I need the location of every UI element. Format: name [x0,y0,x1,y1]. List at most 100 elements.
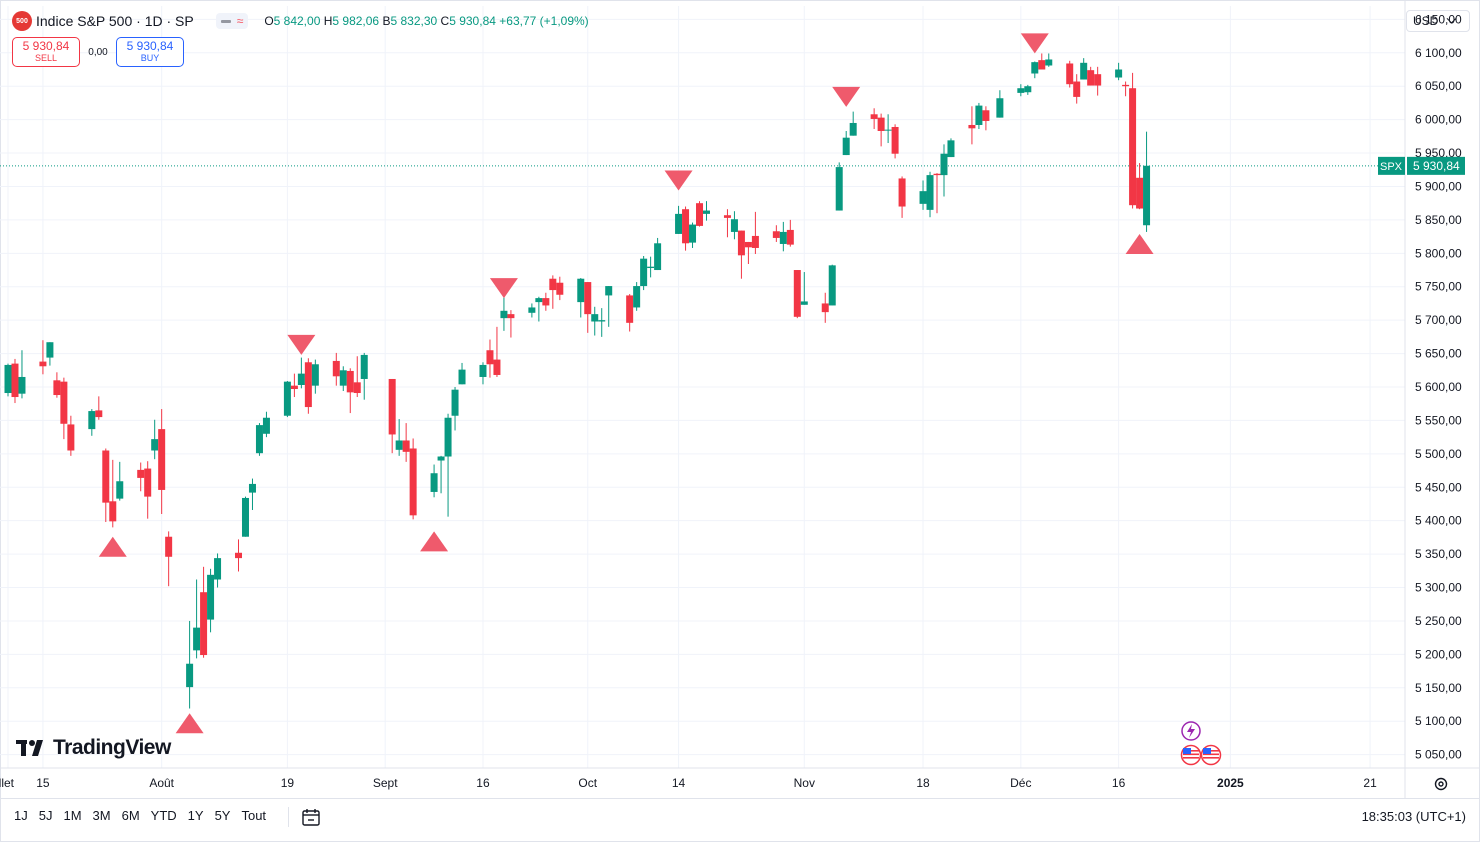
candle-body[interactable] [926,175,934,210]
candle-body[interactable] [933,173,941,176]
candle-body[interactable] [283,381,291,416]
candle-body[interactable] [235,552,243,559]
candle-body[interactable] [11,363,19,398]
signal-down-triangle[interactable] [489,278,518,299]
candle-body[interactable] [968,124,976,129]
candle-body[interactable] [751,235,759,248]
candle-body[interactable] [640,258,648,287]
candle-body[interactable] [500,310,508,319]
range-button-ytd[interactable]: YTD [150,808,177,823]
candle-body[interactable] [549,278,557,291]
candle-body[interactable] [444,417,452,457]
signal-down-triangle[interactable] [664,170,693,191]
symbol-title[interactable]: Indice S&P 500 · 1D · SP [36,13,194,29]
signal-up-triangle[interactable] [98,536,127,557]
range-button-5j[interactable]: 5J [38,808,53,823]
candle-body[interactable] [409,448,417,516]
candle-body[interactable] [786,229,794,245]
candle-body[interactable] [793,270,801,317]
candle-body[interactable] [479,364,487,377]
candle-body[interactable] [877,117,885,131]
range-button-1m[interactable]: 1M [63,808,82,823]
candle-body[interactable] [200,592,208,656]
clock[interactable]: 18:35:03 (UTC+1) [1361,809,1466,824]
range-button-5y[interactable]: 5Y [214,808,231,823]
candle-body[interactable] [248,483,256,493]
candle-body[interactable] [339,370,347,386]
signal-up-triangle[interactable] [420,531,449,552]
candle-body[interactable] [577,278,585,303]
candle-body[interactable] [109,501,117,522]
candle-body[interactable] [332,360,340,377]
candle-body[interactable] [165,536,173,557]
candle-body[interactable] [835,167,843,211]
gear-icon[interactable] [1432,775,1450,793]
currency-select[interactable]: USD [1406,10,1470,32]
candle-body[interactable] [772,231,780,238]
candle-body[interactable] [1038,60,1046,70]
candle-body[interactable] [1073,81,1081,97]
candle-body[interactable] [598,320,606,322]
candle-body[interactable] [262,417,270,434]
last-price-tag[interactable] [1407,156,1465,175]
candle-body[interactable] [186,663,194,688]
candle-body[interactable] [528,307,536,313]
candle-body[interactable] [744,241,752,248]
candle-body[interactable] [996,98,1004,118]
range-button-6m[interactable]: 6M [121,808,140,823]
range-button-tout[interactable]: Tout [241,808,267,823]
candle-body[interactable] [437,456,445,461]
candle-body[interactable] [591,314,599,322]
candle-body[interactable] [947,140,955,158]
candle-body[interactable] [626,295,634,323]
signal-up-triangle[interactable] [175,713,204,734]
calendar-icon[interactable] [300,806,322,828]
candle-body[interactable] [137,469,145,478]
sell-button[interactable]: 5 930,84 SELL [12,37,80,67]
lightning-icon[interactable] [1180,720,1204,744]
candle-body[interactable] [507,314,515,319]
candle-body[interactable] [1129,88,1137,206]
candle-body[interactable] [214,558,222,580]
candle-body[interactable] [402,440,410,452]
candle-body[interactable] [297,373,305,385]
candle-body[interactable] [898,178,906,207]
candle-body[interactable] [542,298,550,306]
candle-body[interactable] [1031,62,1039,74]
signal-up-triangle[interactable] [1125,233,1154,254]
candle-body[interactable] [430,473,438,492]
candle-body[interactable] [1094,74,1102,86]
candle-body[interactable] [1087,70,1095,86]
candle-body[interactable] [388,378,396,435]
indicator-toggle[interactable]: ≈ [215,13,249,29]
candle-body[interactable] [95,410,103,418]
candle-body[interactable] [346,370,354,393]
symbol-logo-icon[interactable]: 500 [12,11,32,31]
candle-body[interactable] [451,389,459,416]
candle-body[interactable] [193,627,201,651]
signal-down-triangle[interactable] [832,86,861,107]
range-button-1y[interactable]: 1Y [187,808,204,823]
candle-body[interactable] [102,450,110,503]
candle-body[interactable] [696,203,704,226]
candle-body[interactable] [940,153,948,176]
signal-down-triangle[interactable] [287,334,316,355]
signal-down-triangle[interactable] [1020,33,1049,54]
range-button-3m[interactable]: 3M [92,808,111,823]
candle-body[interactable] [255,425,263,454]
candle-body[interactable] [654,243,662,271]
range-button-1j[interactable]: 1J [14,808,28,823]
candle-body[interactable] [1136,177,1144,209]
candle-body[interactable] [1017,88,1025,93]
candle-body[interactable] [870,114,878,119]
candle-body[interactable] [88,411,96,430]
candle-body[interactable] [821,303,829,313]
candle-body[interactable] [982,110,990,121]
candle-body[interactable] [647,266,655,269]
candle-body[interactable] [891,126,899,154]
us-flag-icon[interactable] [1200,744,1222,766]
candle-body[interactable] [675,213,683,234]
candle-body[interactable] [67,424,75,451]
candle-body[interactable] [723,215,731,218]
candle-body[interactable] [605,286,613,296]
